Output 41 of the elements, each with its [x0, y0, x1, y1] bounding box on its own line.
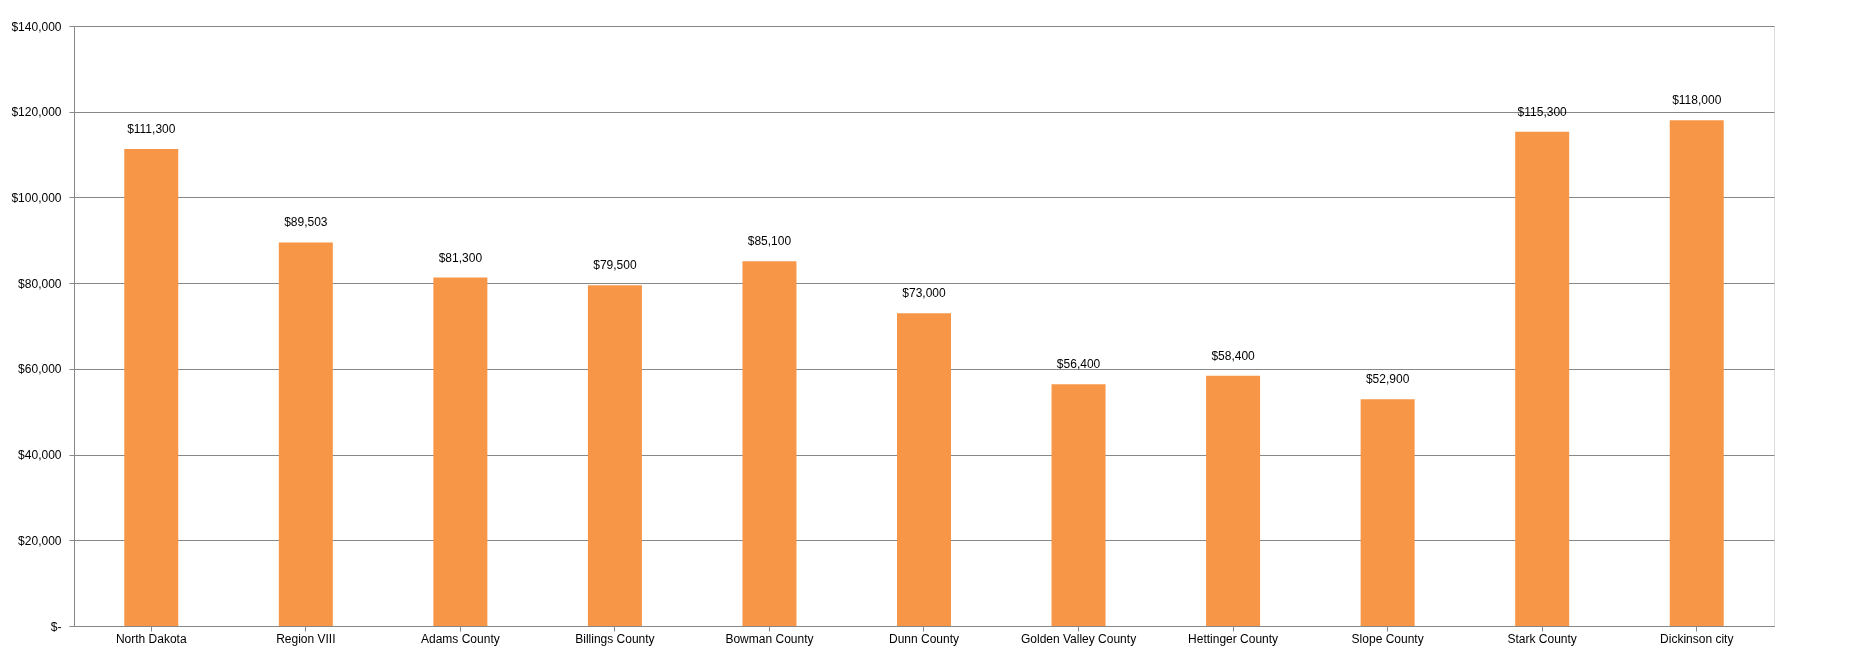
data-label: $81,300	[438, 250, 483, 265]
bar	[433, 277, 488, 626]
y-tick-label: $140,000	[11, 19, 62, 34]
bar	[1669, 120, 1724, 626]
data-label: $115,300	[1517, 104, 1568, 119]
data-label: $52,900	[1365, 372, 1410, 387]
y-tick-label: $100,000	[11, 190, 62, 205]
x-tick-label: Adams County	[421, 631, 500, 646]
x-tick-label: Slope County	[1351, 631, 1424, 646]
data-label: $56,400	[1056, 357, 1101, 372]
bar	[278, 242, 333, 626]
data-label: $111,300	[127, 122, 176, 136]
data-label: $73,000	[902, 286, 947, 301]
bar	[587, 285, 642, 626]
y-tick-label: $40,000	[18, 448, 62, 463]
bar	[897, 313, 951, 626]
data-label: $85,100	[747, 234, 792, 249]
x-tick-label: North Dakota	[115, 631, 187, 646]
x-tick-label: Dunn County	[888, 631, 960, 646]
bar	[742, 261, 797, 626]
x-tick-label: Dickinson city	[1660, 631, 1734, 646]
bar	[1051, 384, 1106, 626]
data-label: $79,500	[593, 258, 637, 273]
data-label: $58,400	[1211, 348, 1256, 363]
x-tick-label: Bowman County	[725, 631, 814, 646]
data-label: $118,000	[1672, 93, 1722, 108]
bar	[124, 149, 179, 626]
y-tick-label: $60,000	[18, 362, 62, 377]
bar	[1206, 375, 1261, 626]
y-tick-label: $-	[50, 619, 62, 634]
y-tick-label: $20,000	[18, 533, 62, 548]
bar	[1515, 131, 1570, 626]
bar	[1360, 399, 1415, 626]
x-tick-label: Stark County	[1507, 631, 1577, 646]
x-tick-label: Golden Valley County	[1020, 631, 1137, 646]
x-tick-label: Hettinger County	[1188, 631, 1279, 646]
x-tick-label: Region VIII	[276, 631, 336, 646]
y-tick-label: $120,000	[11, 105, 62, 120]
x-tick-label: Billings County	[575, 631, 655, 646]
y-tick-label: $80,000	[18, 276, 62, 291]
data-label: $89,503	[284, 215, 328, 230]
